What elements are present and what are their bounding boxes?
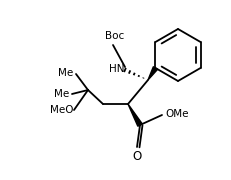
- Text: Me: Me: [58, 68, 73, 78]
- Text: MeO: MeO: [50, 105, 73, 115]
- Text: HN: HN: [109, 64, 124, 74]
- Text: OMe: OMe: [164, 109, 188, 119]
- Text: Boc: Boc: [105, 31, 124, 41]
- Polygon shape: [147, 67, 157, 80]
- Polygon shape: [128, 104, 142, 126]
- Text: Me: Me: [54, 89, 69, 99]
- Text: O: O: [132, 150, 141, 163]
